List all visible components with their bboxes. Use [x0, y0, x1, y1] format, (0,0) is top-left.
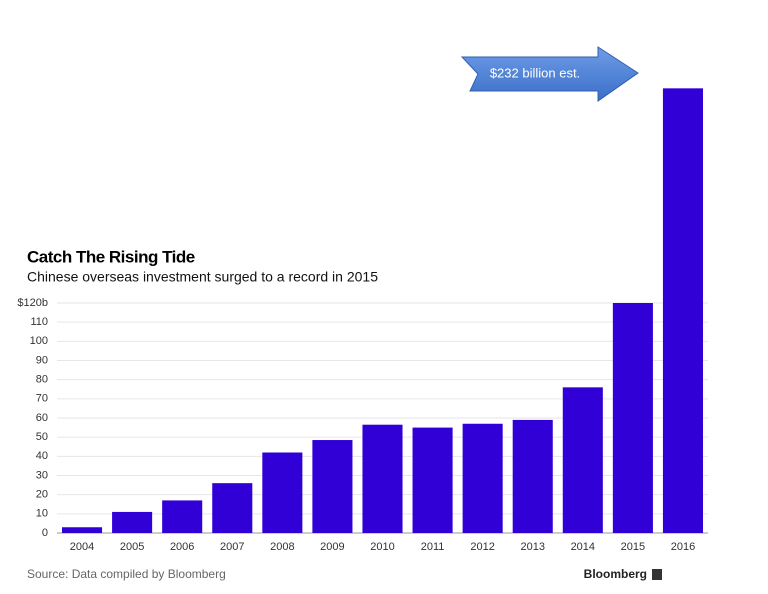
chart-subtitle: Chinese overseas investment surged to a … [27, 269, 378, 285]
y-tick-label: 60 [36, 412, 48, 424]
brand-icon [652, 569, 662, 580]
chart-title: Catch The Rising Tide [27, 247, 195, 266]
source-note: Source: Data compiled by Bloomberg [27, 567, 226, 581]
bar [162, 500, 203, 533]
y-tick-label: 90 [36, 354, 48, 366]
x-tick-label: 2012 [470, 541, 494, 553]
x-tick-label: 2013 [520, 541, 544, 553]
annotation-text: $232 billion est. [490, 65, 580, 80]
y-tick-label: $120b [17, 297, 48, 309]
x-tick-label: 2005 [120, 541, 144, 553]
bar [212, 483, 253, 533]
x-tick-label: 2016 [671, 541, 695, 553]
y-tick-label: 10 [36, 508, 48, 520]
y-tick-label: 110 [30, 316, 48, 328]
x-tick-label: 2015 [621, 541, 645, 553]
y-tick-label: 80 [36, 374, 48, 386]
x-tick-label: 2004 [70, 541, 94, 553]
x-tick-label: 2010 [370, 541, 394, 553]
y-tick-label: 100 [30, 335, 48, 347]
y-tick-label: 50 [36, 431, 48, 443]
y-tick-label: 30 [36, 469, 48, 481]
annotation-arrow [460, 46, 639, 102]
bar [662, 88, 703, 533]
x-tick-label: 2009 [320, 541, 344, 553]
y-tick-label: 0 [42, 527, 48, 539]
x-tick-label: 2011 [421, 541, 445, 553]
x-tick-label: 2006 [170, 541, 194, 553]
x-tick-label: 2007 [220, 541, 244, 553]
bar [262, 452, 303, 533]
bar [412, 427, 453, 533]
x-tick-label: 2008 [270, 541, 294, 553]
x-tick-label: 2014 [571, 541, 595, 553]
bar [512, 419, 553, 533]
bar [312, 440, 353, 533]
bar [612, 303, 653, 533]
bar [462, 423, 503, 533]
bar [62, 527, 103, 533]
bar [362, 424, 403, 533]
bar [112, 511, 153, 533]
brand-logo: Bloomberg [584, 567, 647, 581]
y-tick-label: 40 [36, 450, 48, 462]
y-tick-label: 70 [36, 393, 48, 405]
bar [562, 387, 603, 533]
y-tick-label: 20 [36, 489, 48, 501]
